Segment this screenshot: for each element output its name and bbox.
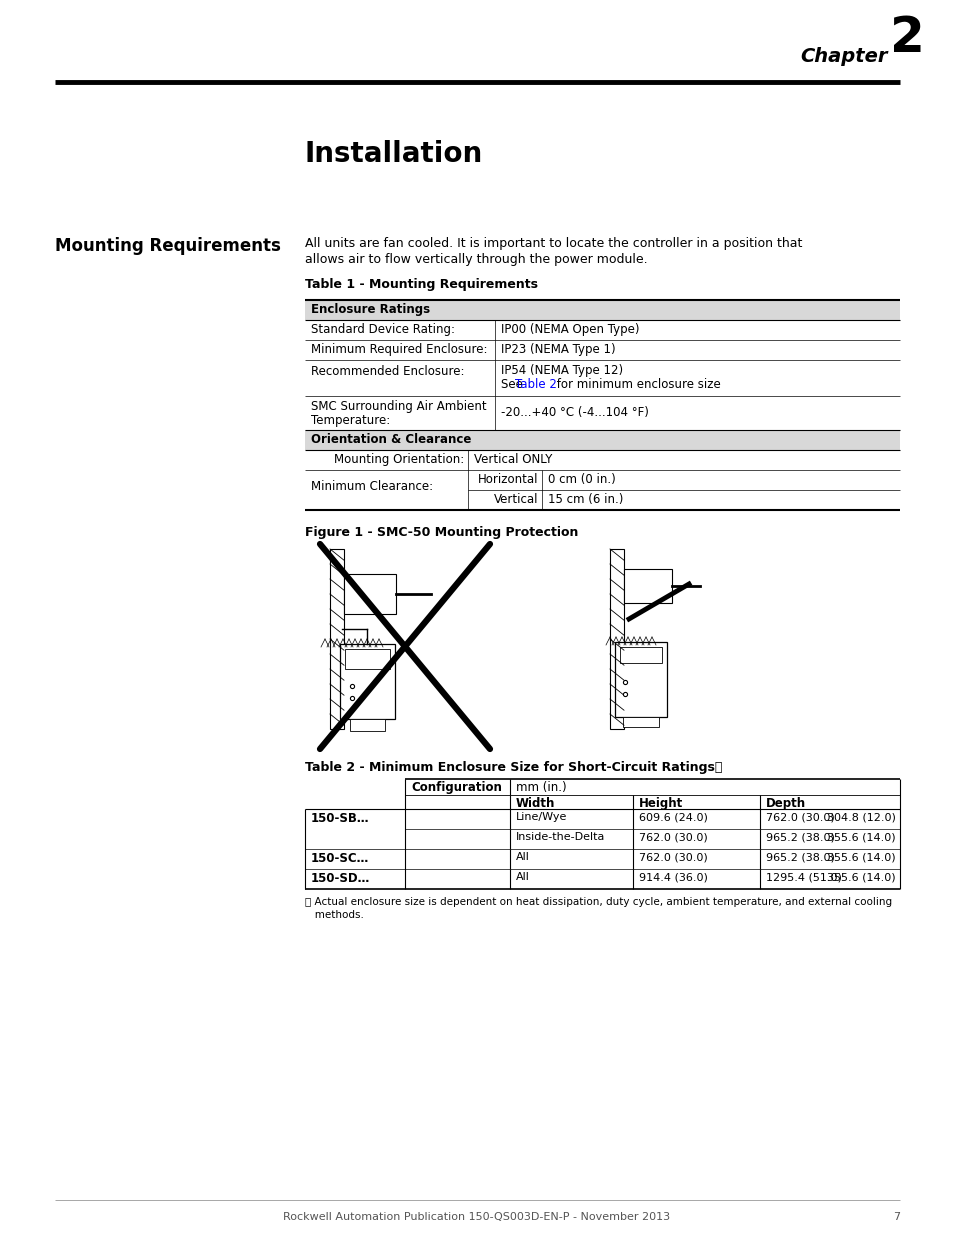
Text: mm (in.): mm (in.) <box>516 781 566 794</box>
Bar <box>609 550 623 729</box>
Bar <box>615 642 666 718</box>
Text: 762.0 (30.0): 762.0 (30.0) <box>639 832 707 842</box>
Text: Horizontal: Horizontal <box>477 473 537 487</box>
Text: Height: Height <box>639 797 682 810</box>
Text: 355.6 (14.0): 355.6 (14.0) <box>826 852 895 862</box>
Text: All units are fan cooled. It is important to locate the controller in a position: All units are fan cooled. It is importan… <box>305 237 801 249</box>
Text: methods.: methods. <box>305 910 363 920</box>
Text: Chapter: Chapter <box>800 47 886 65</box>
Text: IP54 (NEMA Type 12): IP54 (NEMA Type 12) <box>500 364 622 377</box>
Text: Standard Device Rating:: Standard Device Rating: <box>311 324 455 336</box>
Text: 0 cm (0 in.): 0 cm (0 in.) <box>547 473 615 487</box>
Text: Table 1 - Mounting Requirements: Table 1 - Mounting Requirements <box>305 278 537 291</box>
Text: Recommended Enclosure:: Recommended Enclosure: <box>311 366 464 378</box>
Text: Vertical: Vertical <box>493 493 537 506</box>
Text: Width: Width <box>516 797 555 810</box>
Text: Figure 1 - SMC-50 Mounting Protection: Figure 1 - SMC-50 Mounting Protection <box>305 526 578 538</box>
Text: 355.6 (14.0): 355.6 (14.0) <box>826 832 895 842</box>
Bar <box>344 574 395 614</box>
Text: 1295.4 (51.0): 1295.4 (51.0) <box>765 872 841 882</box>
Text: IP00 (NEMA Open Type): IP00 (NEMA Open Type) <box>500 324 639 336</box>
Bar <box>339 643 395 719</box>
Text: 355.6 (14.0): 355.6 (14.0) <box>826 872 895 882</box>
Text: Mounting Orientation:: Mounting Orientation: <box>334 453 463 466</box>
Text: 609.6 (24.0): 609.6 (24.0) <box>639 811 707 823</box>
Bar <box>623 569 671 603</box>
Text: -20...+40 °C (-4...104 °F): -20...+40 °C (-4...104 °F) <box>500 406 648 419</box>
Text: All: All <box>516 852 529 862</box>
Text: 762.0 (30.0): 762.0 (30.0) <box>765 811 834 823</box>
Text: SMC Surrounding Air Ambient: SMC Surrounding Air Ambient <box>311 400 486 412</box>
Text: 965.2 (38.0): 965.2 (38.0) <box>765 852 834 862</box>
Text: Minimum Clearance:: Minimum Clearance: <box>311 480 433 493</box>
Text: Vertical ONLY: Vertical ONLY <box>474 453 552 466</box>
Text: Minimum Required Enclosure:: Minimum Required Enclosure: <box>311 343 487 356</box>
Text: Depth: Depth <box>765 797 805 810</box>
Text: Installation: Installation <box>305 140 483 168</box>
Text: Table 2: Table 2 <box>515 378 557 391</box>
Text: 762.0 (30.0): 762.0 (30.0) <box>639 852 707 862</box>
Text: Enclosure Ratings: Enclosure Ratings <box>311 303 430 316</box>
Text: IP23 (NEMA Type 1): IP23 (NEMA Type 1) <box>500 343 615 356</box>
Text: 150-SB…: 150-SB… <box>311 811 369 825</box>
Text: for minimum enclosure size: for minimum enclosure size <box>553 378 720 391</box>
Bar <box>305 430 899 450</box>
Bar <box>345 650 390 669</box>
Bar <box>305 300 899 320</box>
Bar <box>622 718 659 727</box>
Text: Inside-the-Delta: Inside-the-Delta <box>516 832 605 842</box>
Text: 304.8 (12.0): 304.8 (12.0) <box>826 811 895 823</box>
Text: All: All <box>516 872 529 882</box>
Bar <box>405 779 899 795</box>
Text: Mounting Requirements: Mounting Requirements <box>55 237 280 254</box>
Text: allows air to flow vertically through the power module.: allows air to flow vertically through th… <box>305 253 647 266</box>
Text: See: See <box>500 378 526 391</box>
Bar <box>619 647 661 663</box>
Text: 150-SC…: 150-SC… <box>311 852 369 864</box>
Bar <box>350 719 385 731</box>
Text: 914.4 (36.0): 914.4 (36.0) <box>639 872 707 882</box>
Text: 2: 2 <box>889 14 923 62</box>
Text:  Actual enclosure size is dependent on heat dissipation, duty cycle, ambient te:  Actual enclosure size is dependent on … <box>305 897 891 906</box>
Text: 7: 7 <box>892 1212 899 1221</box>
Text: Temperature:: Temperature: <box>311 414 390 427</box>
Text: Table 2 - Minimum Enclosure Size for Short-Circuit Ratings: Table 2 - Minimum Enclosure Size for Sho… <box>305 761 721 774</box>
Text: Configuration: Configuration <box>411 781 501 794</box>
Text: 150-SD…: 150-SD… <box>311 872 370 885</box>
Text: Rockwell Automation Publication 150-QS003D-EN-P - November 2013: Rockwell Automation Publication 150-QS00… <box>283 1212 670 1221</box>
Text: Line/Wye: Line/Wye <box>516 811 567 823</box>
Bar <box>330 550 344 729</box>
Text: 15 cm (6 in.): 15 cm (6 in.) <box>547 493 622 506</box>
Text: 965.2 (38.0): 965.2 (38.0) <box>765 832 834 842</box>
Text: Orientation & Clearance: Orientation & Clearance <box>311 433 471 446</box>
